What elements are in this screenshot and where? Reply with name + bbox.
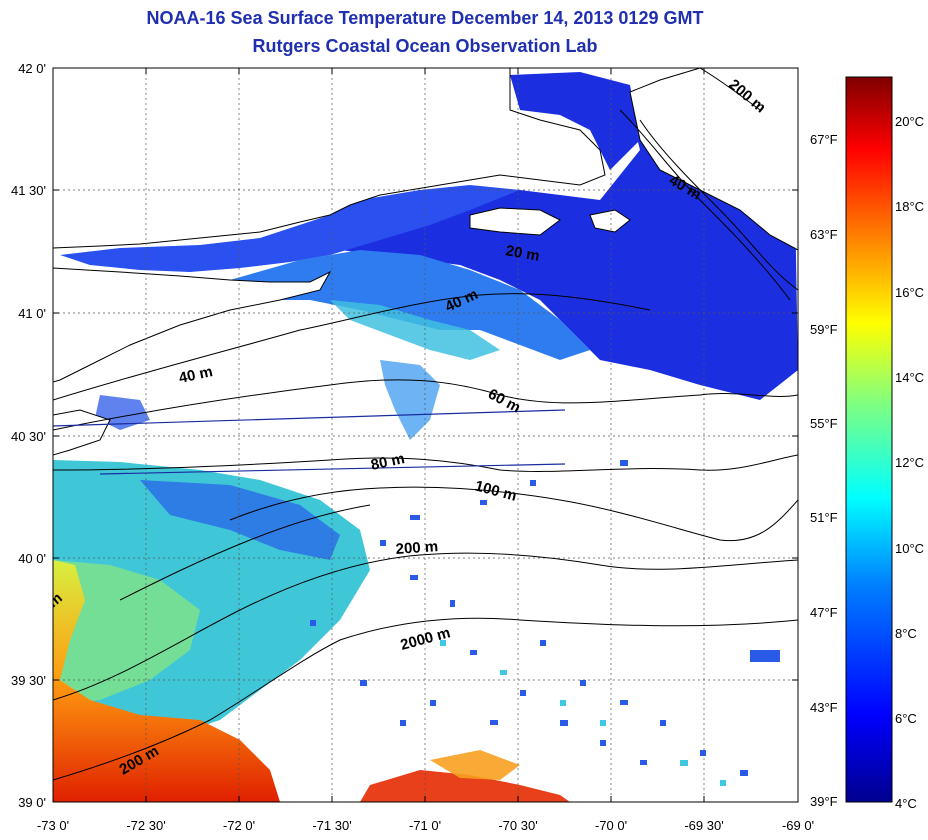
lon-label: -70 30' [498,818,537,833]
lat-label: 42 0' [18,61,46,76]
isobath-label-20: 20 m [504,242,541,265]
colorbar-fahrenheit-labels: 67°F 63°F 59°F 55°F 51°F 47°F 43°F 39°F [810,132,838,809]
celsius-label: 20°C [895,114,924,129]
lon-label: -70 0' [595,818,627,833]
fahrenheit-label: 51°F [810,510,838,525]
land-marthas-vineyard [469,207,561,236]
lat-label: 40 30' [11,429,46,444]
fahrenheit-label: 47°F [810,605,838,620]
scattered-pixels [310,460,780,776]
celsius-label: 8°C [895,626,917,641]
lat-label: 40 0' [18,551,46,566]
lat-label: 41 0' [18,306,46,321]
isobath-label-80: 80 m [369,450,406,474]
warm-water-east-2 [430,750,520,780]
warm-water-west [53,560,280,802]
lon-label: -71 0' [409,818,441,833]
map-subtitle: Rutgers Coastal Ocean Observation Lab [252,36,598,56]
lat-label: 41 30' [11,183,46,198]
isobath-contours [53,68,798,781]
colorbar [845,76,893,803]
warm-water-east [360,770,570,802]
isobath-label-40-west: 40 m [177,363,214,387]
lon-label: -72 0' [223,818,255,833]
sst-field: 20 m 40 m 40 m 40 m 60 m 80 m 100 m 200 … [53,68,798,802]
shelf-water-cyan [330,300,500,360]
land-mainland [53,68,606,249]
fahrenheit-label: 55°F [810,416,838,431]
land-long-island [53,267,332,383]
celsius-label: 18°C [895,199,924,214]
celsius-label: 6°C [895,711,917,726]
lon-label: -69 0' [782,818,814,833]
scattered-pixels-cyan [440,640,726,786]
longitude-labels: -73 0' -72 30' -72 0' -71 30' -71 0' -70… [37,818,814,833]
fahrenheit-label: 63°F [810,227,838,242]
map-title: NOAA-16 Sea Surface Temperature December… [146,8,704,28]
celsius-label: 10°C [895,541,924,556]
fahrenheit-label: 67°F [810,132,838,147]
lon-label: -72 30' [126,818,165,833]
celsius-label: 16°C [895,285,924,300]
lon-label: -73 0' [37,818,69,833]
land-cape-cod [629,68,798,251]
axis-ticks [53,68,798,802]
fahrenheit-label: 39°F [810,794,838,809]
track-lines [53,409,566,475]
colorbar-celsius-labels: 20°C 18°C 16°C 14°C 12°C 10°C 8°C 6°C 4°… [895,114,924,811]
lon-label: -71 30' [312,818,351,833]
slope-water-green [53,560,200,705]
cold-water-cape [510,72,640,170]
celsius-label: 12°C [895,455,924,470]
lon-label: -69 30' [684,818,723,833]
graticule [53,68,798,802]
fahrenheit-label: 59°F [810,322,838,337]
sound-water [60,185,520,272]
isobath-label-200-middle: 200 m [395,538,439,558]
fahrenheit-label: 43°F [810,700,838,715]
latitude-labels: 42 0' 41 30' 41 0' 40 30' 40 0' 39 30' 3… [11,61,46,810]
slope-water-blue [140,480,340,560]
celsius-label: 14°C [895,370,924,385]
lat-label: 39 0' [18,795,46,810]
land-nantucket [589,209,631,233]
celsius-label: 4°C [895,796,917,811]
lat-label: 39 30' [11,673,46,688]
